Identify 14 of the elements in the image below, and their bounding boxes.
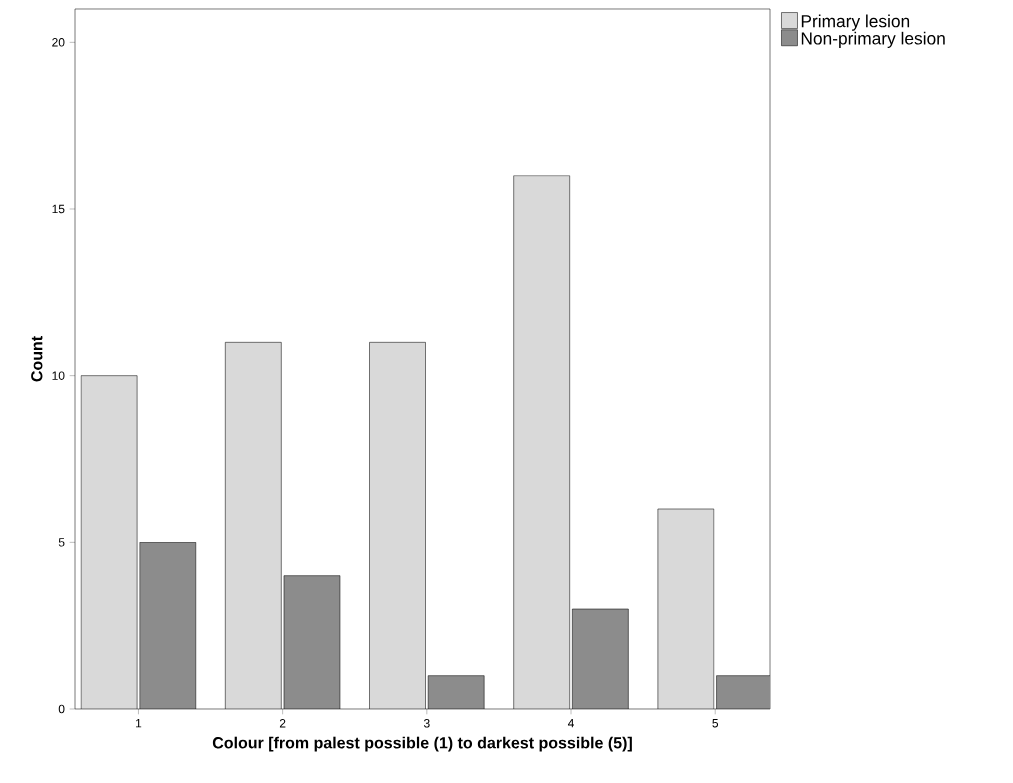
legend-label: Non-primary lesion [801,31,945,48]
y-tick-label: 15 [52,204,65,214]
y-tick-label: 20 [52,38,65,47]
x-axis-title: Colour [from palest possible (1) to darkest possible (5)] [212,736,632,752]
y-tick-label: 10 [52,371,65,380]
legend-label: Primary lesion [801,14,910,31]
x-tick-label: 1 [136,719,142,728]
y-axis-title: Count [31,336,43,382]
y-tick-label: 5 [58,538,65,547]
y-tick-label: 0 [58,704,65,714]
x-tick-label: 3 [423,719,430,728]
x-tick-label: 4 [567,719,574,728]
x-tick-label: 5 [712,719,719,728]
x-tick-label: 2 [279,719,286,728]
